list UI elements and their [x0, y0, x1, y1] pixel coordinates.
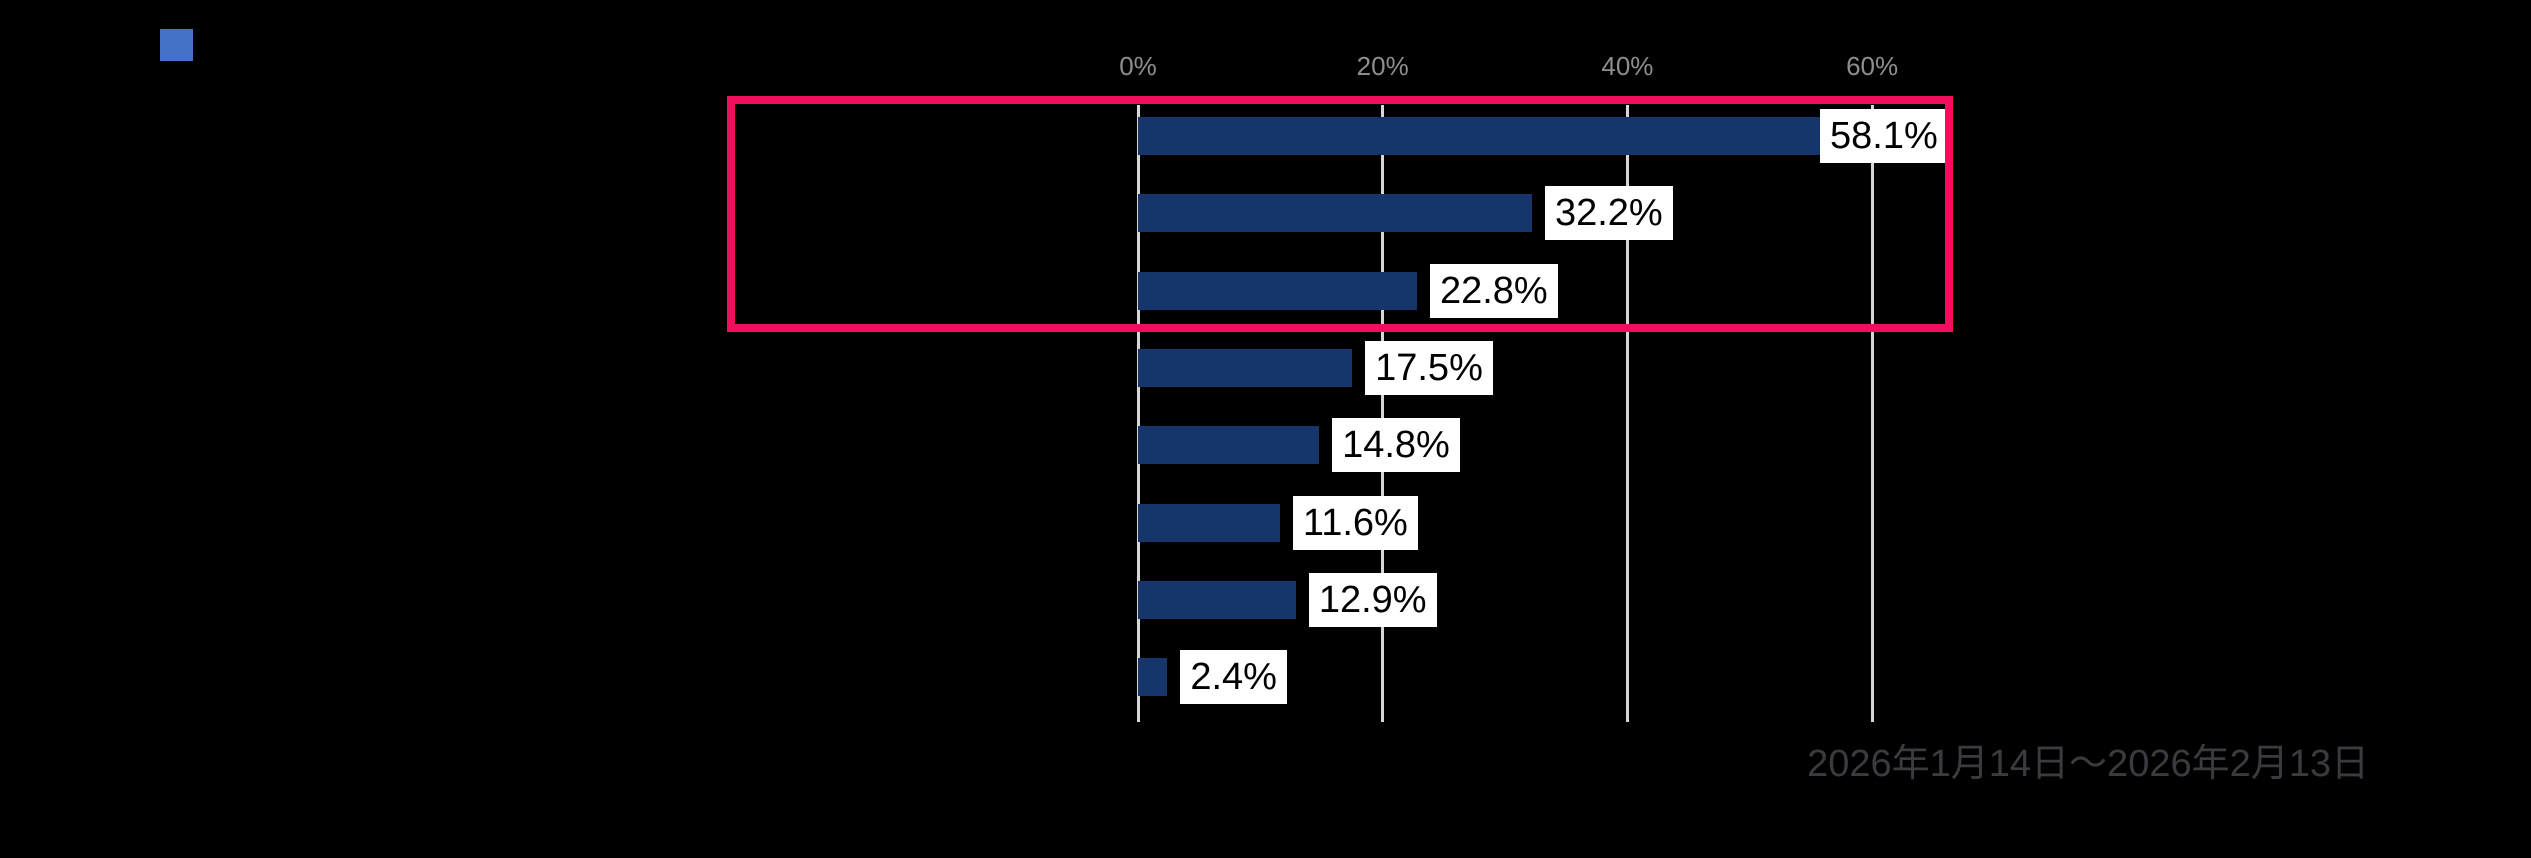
- data-label: 12.9%: [1308, 572, 1437, 627]
- gridline: [1625, 105, 1629, 722]
- data-label: 22.8%: [1429, 263, 1558, 318]
- axis-tick-label: 20%: [1356, 51, 1409, 81]
- data-label: 58.1%: [1820, 109, 1948, 163]
- gridline: [1381, 105, 1385, 722]
- bar: [1138, 658, 1168, 697]
- bar: [1138, 271, 1417, 310]
- highlight-rectangle: [727, 96, 1953, 332]
- bar: [1138, 580, 1296, 619]
- bar: [1138, 348, 1353, 387]
- bar: [1138, 117, 1849, 155]
- data-label: 17.5%: [1365, 340, 1493, 395]
- data-label: 32.2%: [1544, 186, 1673, 241]
- source-date-note: 2026年1月14日〜2026年2月13日: [1807, 743, 2369, 785]
- data-label: 14.8%: [1332, 418, 1460, 473]
- gridline: [1870, 105, 1874, 722]
- legend-marker: [160, 29, 193, 61]
- axis-tick-label: 60%: [1846, 51, 1899, 81]
- axis-tick-label: 40%: [1601, 51, 1654, 81]
- axis-tick-label: 0%: [1119, 51, 1157, 81]
- data-label: 11.6%: [1292, 495, 1418, 550]
- bar: [1138, 503, 1280, 542]
- data-label: 2.4%: [1180, 650, 1287, 705]
- bar: [1138, 194, 1532, 233]
- bar: [1138, 426, 1320, 465]
- gridline: [1136, 105, 1140, 722]
